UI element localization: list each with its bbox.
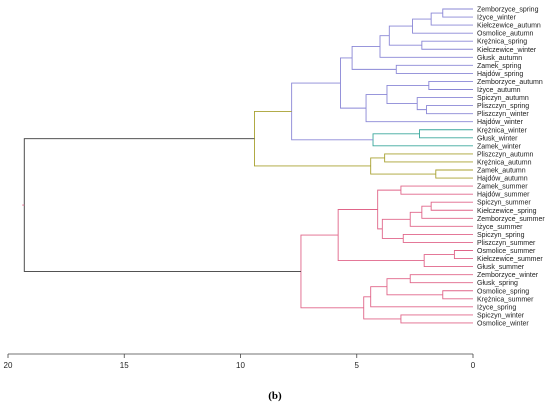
dendrogram-branch [400,185,473,195]
dendrogram-branch [402,233,473,243]
leaf-label: Zemborzyce_autumn [477,79,543,86]
leaf-label: Zamek_spring [477,63,521,70]
leaf-label: Kiełczewice_autumn [477,23,541,30]
leaf-label: Pliszczyn_spring [477,103,529,110]
dendrogram-branch [409,274,473,284]
dendrogram-branch [416,97,473,111]
leaf-label: Kiełczewice_spring [477,208,537,215]
dendrogram-branch [254,110,371,167]
leaf-label: Hajdów_spring [477,71,523,78]
leaf-label: Głusk_autumn [477,55,522,62]
dendrogram-branch [340,57,367,109]
dendrogram-branch [395,64,473,74]
dendrogram-branch [386,85,429,105]
dendrogram-branch [23,138,301,272]
x-tick-label: 10 [236,361,245,370]
leaf-label: Zemborzyce_winter [477,272,539,279]
leaf-label: Głusk_summer [477,264,525,271]
x-tick-label: 20 [4,361,13,370]
leaf-label: Pliszczyn_autumn [477,151,534,158]
dendrogram-branch [337,209,425,262]
x-tick-label: 5 [355,361,360,370]
leaf-label: Krężnica_winter [477,127,527,134]
leaf-label: Kiełczewice_summer [477,256,543,263]
dendrogram-branch [377,189,401,230]
dendrogram-branch [421,40,473,50]
leaf-label: Hajdów_autumn [477,176,528,183]
dendrogram-branch [372,133,473,147]
leaf-label: Kiełczewice_winter [477,47,537,54]
dendrogram-branch [423,254,473,268]
leaf-label: Zamek_winter [477,143,522,150]
x-tick-label: 15 [120,361,129,370]
x-tick-label: 0 [471,361,476,370]
dendrogram-branch [388,25,422,46]
leaf-label: Iżyce_summer [477,224,523,231]
leaf-label: Krężnica_summer [477,296,534,303]
dendrogram-branch [379,35,473,58]
dendrogram-branch [409,211,473,227]
leaf-label: Spiczyn_summer [477,200,531,207]
dendrogram-branch [370,286,473,308]
dendrogram-branch [384,153,473,163]
leaf-label: Iżyce_spring [477,304,516,311]
leaf-label: Hajdów_summer [477,192,530,199]
leaf-label: Głusk_spring [477,280,518,287]
leaf-label: Zamek_summer [477,184,528,191]
dendrogram-branch [442,290,473,300]
leaf-label: Hajdów_winter [477,119,524,126]
leaf-label: Spiczyn_autumn [477,95,529,102]
dendrogram-branch [430,12,473,26]
dendrogram-branch [370,157,436,175]
leaf-label: Zamek_autumn [477,168,526,175]
leaf-label: Osmolice_spring [477,288,529,295]
leaf-label: Zemborzyce_spring [477,7,539,14]
leaf-label: Głusk_winter [477,135,518,142]
leaf-label: Spiczyn_winter [477,312,525,319]
dendrogram-branch [412,18,473,34]
leaf-label: Krężnica_autumn [477,159,532,166]
dendrogram-branch [430,201,473,211]
dendrogram-branch [442,8,473,18]
dendrogram-branch [300,234,364,309]
dendrogram-branch [381,218,411,239]
dendrogram-branch [363,296,401,320]
dendrogram-branch [426,105,473,115]
leaf-label: Pliszczyn_summer [477,240,536,247]
dendrogram-branch [435,169,473,179]
leaf-label: Osmolice_autumn [477,31,534,38]
leaf-label: Pliszczyn_winter [477,111,529,118]
dendrogram-branch [419,129,473,139]
leaf-label: Zemborzyce_summer [477,216,545,223]
dendrogram-branch [428,81,473,90]
dendrogram-branch [291,82,374,141]
leaf-label: Krężnica_spring [477,39,527,46]
dendrogram-branch [351,46,397,70]
leaf-label: Osmolice_winter [477,320,529,327]
leaf-label: Iżyce_winter [477,15,517,22]
dendrogram-branch [421,205,473,219]
leaf-label: Spiczyn_spring [477,232,525,239]
leaf-label: Iżyce_autumn [477,87,521,94]
dendrogram-branch [365,94,473,123]
figure-caption: (b) [268,390,282,402]
leaf-label: Osmolice_summer [477,248,536,255]
dendrogram-branch [386,278,443,296]
dendrogram-branch [453,250,473,259]
dendrogram-branch [400,314,473,324]
